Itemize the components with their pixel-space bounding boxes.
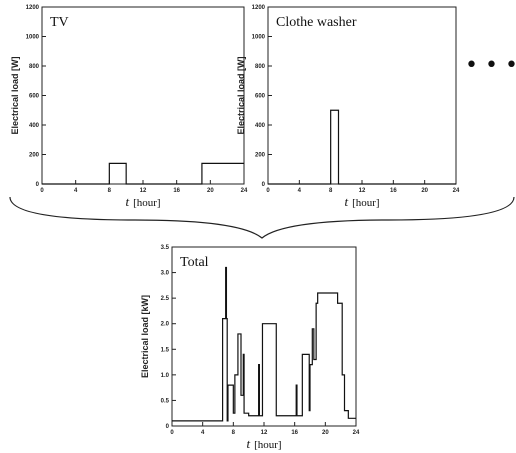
x-tick-label: 12 xyxy=(261,430,268,436)
x-axis-label: t [hour] xyxy=(125,194,160,209)
y-tick-label: 400 xyxy=(29,123,40,129)
x-axis-unit: [hour] xyxy=(352,197,380,209)
y-axis-label: Electrical load [W] xyxy=(236,56,246,134)
y-tick-label: 800 xyxy=(255,64,266,70)
y-tick-label: 1.5 xyxy=(161,347,170,353)
x-tick-label: 4 xyxy=(74,188,78,194)
y-tick-label: 800 xyxy=(29,64,40,70)
plot-frame xyxy=(41,6,245,185)
y-tick-label: 1000 xyxy=(26,35,40,41)
x-tick-label: 8 xyxy=(108,188,112,194)
x-tick-label: 8 xyxy=(329,188,333,194)
y-axis-label: Electrical load [W] xyxy=(10,56,20,134)
y-tick-label: 1200 xyxy=(252,5,266,11)
y-tick-label: 2.5 xyxy=(161,296,170,302)
series-line xyxy=(172,266,356,422)
y-tick-label: 1200 xyxy=(26,5,40,11)
chart-tv: 0 4 8 12 16 20 24 0 200 400 600 800 1000 1200 TV Electr… xyxy=(10,5,248,209)
y-tick-label: 400 xyxy=(255,123,266,129)
y-tick-label: 1.0 xyxy=(161,373,170,379)
x-tick-label: 12 xyxy=(140,188,147,194)
x-tick-label: 4 xyxy=(298,188,302,194)
y-tick-label: 1000 xyxy=(252,35,266,41)
x-tick-label: 4 xyxy=(201,430,205,436)
x-tick-label: 0 xyxy=(40,188,44,194)
y-tick-label: 2.0 xyxy=(161,322,170,328)
x-tick-label: 12 xyxy=(359,188,366,194)
y-tick-label: 600 xyxy=(29,94,40,100)
x-tick-label: 24 xyxy=(353,430,360,436)
x-tick-label: 8 xyxy=(232,430,236,436)
chart-total: 0 4 8 12 16 20 24 0 0.5 1.0 1.5 2.0 2.5 3.0 3.5 Total El… xyxy=(140,245,360,451)
y-tick-label: 0 xyxy=(262,182,266,188)
x-axis-label: t [hour] xyxy=(246,436,281,451)
x-axis-variable: t xyxy=(125,194,129,209)
x-tick-label: 20 xyxy=(421,188,428,194)
x-tick-label: 0 xyxy=(266,188,270,194)
plot-frame xyxy=(267,6,457,185)
y-tick-label: 3.5 xyxy=(161,245,170,251)
y-tick-label: 600 xyxy=(255,94,266,100)
x-tick-label: 24 xyxy=(453,188,460,194)
series-line xyxy=(268,109,456,185)
x-tick-label: 20 xyxy=(322,430,329,436)
y-tick-label: 0 xyxy=(166,424,170,430)
x-tick-label: 20 xyxy=(207,188,214,194)
continuation-ellipsis: • • • xyxy=(465,53,516,78)
plot-frame xyxy=(171,246,357,427)
y-tick-label: 0.5 xyxy=(161,398,170,404)
y-tick-label: 0 xyxy=(36,182,40,188)
x-axis-unit: [hour] xyxy=(254,439,282,451)
y-tick-label: 200 xyxy=(29,153,40,159)
x-tick-label: 16 xyxy=(291,430,298,436)
x-tick-label: 0 xyxy=(170,430,174,436)
x-tick-label: 24 xyxy=(241,188,248,194)
x-axis-unit: [hour] xyxy=(133,197,161,209)
series-line xyxy=(42,162,244,185)
chart-title: Clothe washer xyxy=(276,15,357,30)
x-axis-label: t [hour] xyxy=(344,194,379,209)
chart-title: Total xyxy=(180,255,209,270)
grouping-brace xyxy=(9,196,515,239)
x-tick-label: 16 xyxy=(173,188,180,194)
x-axis-variable: t xyxy=(344,194,348,209)
x-axis-variable: t xyxy=(246,436,250,451)
x-tick-label: 16 xyxy=(390,188,397,194)
y-tick-label: 3.0 xyxy=(161,271,170,277)
y-axis-label: Electrical load [kW] xyxy=(140,295,150,378)
y-tick-label: 200 xyxy=(255,153,266,159)
chart-title: TV xyxy=(50,15,69,30)
chart-clothe-washer: 0 4 8 12 16 20 24 0 200 400 600 800 1000 1200 Clothe w… xyxy=(236,5,460,209)
